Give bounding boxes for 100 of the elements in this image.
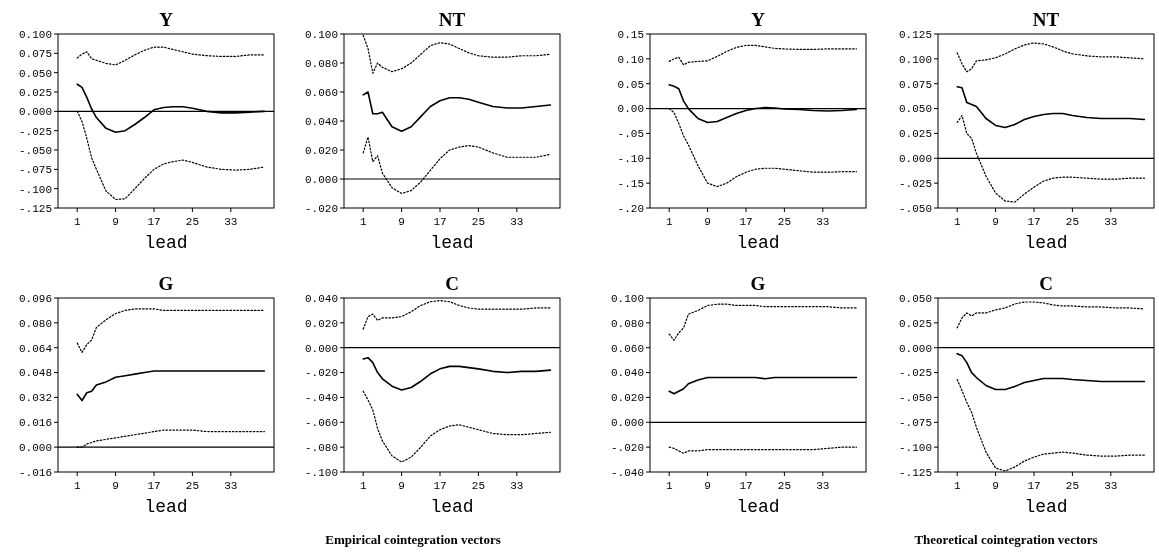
y-tick-label: -.125 — [18, 202, 52, 215]
x-tick-label: 9 — [398, 216, 405, 228]
y-tick-label: -.025 — [898, 177, 932, 190]
x-tick-label: 9 — [398, 480, 405, 492]
y-tick-label: 0.060 — [610, 342, 644, 355]
x-tick-label: 9 — [992, 216, 999, 228]
y-tick-label: 0.15 — [617, 28, 644, 41]
x-tick-label: 25 — [471, 216, 485, 228]
y-tick-label: 0.025 — [18, 86, 52, 99]
y-tick-label: 0.048 — [18, 367, 52, 380]
y-tick-label: 0.000 — [610, 417, 644, 430]
y-tick-label: 0.000 — [898, 342, 932, 355]
x-tick-label: 33 — [816, 216, 830, 228]
y-tick-label: -.20 — [617, 202, 644, 215]
x-axis-title: lead — [736, 233, 780, 253]
y-tick-label: -.016 — [18, 466, 52, 479]
x-axis-title: lead — [144, 497, 188, 517]
x-tick-label: 25 — [1065, 216, 1079, 228]
x-tick-label: 25 — [777, 480, 791, 492]
y-tick-label: 0.080 — [304, 57, 338, 70]
y-tick-label: -.060 — [304, 417, 338, 430]
x-axis-title: lead — [1024, 233, 1068, 253]
x-tick-label: 33 — [224, 480, 238, 492]
x-tick-label: 17 — [739, 480, 753, 492]
y-tick-label: -.050 — [898, 202, 932, 215]
x-tick-label: 1 — [953, 216, 961, 228]
y-tick-label: 0.05 — [617, 78, 644, 91]
y-tick-label: 0.032 — [18, 392, 52, 405]
x-tick-label: 33 — [510, 480, 524, 492]
y-tick-label: -.10 — [617, 153, 644, 166]
y-tick-label: 0.10 — [617, 53, 644, 66]
chart-title: Y — [159, 9, 174, 30]
y-tick-label: 0.025 — [898, 317, 932, 330]
y-tick-label: 0.096 — [18, 292, 52, 305]
y-tick-label: 0.100 — [18, 28, 52, 41]
chart-title: NT — [438, 9, 466, 30]
x-tick-label: 33 — [816, 480, 830, 492]
x-tick-label: 17 — [1027, 216, 1041, 228]
y-tick-label: -.025 — [18, 125, 52, 138]
x-tick-label: 1 — [359, 480, 367, 492]
chart-title: NT — [1032, 9, 1060, 30]
x-axis-title: lead — [430, 233, 474, 253]
y-tick-label: 0.025 — [898, 128, 932, 141]
chart-title: G — [158, 273, 174, 294]
y-tick-label: -.125 — [898, 466, 932, 479]
x-tick-label: 33 — [1104, 480, 1118, 492]
x-tick-label: 1 — [73, 216, 81, 228]
x-tick-label: 1 — [665, 480, 673, 492]
x-tick-label: 1 — [359, 216, 367, 228]
y-tick-label: -.050 — [18, 144, 52, 157]
y-tick-label: -.075 — [18, 164, 52, 177]
y-tick-label: 0.020 — [304, 144, 338, 157]
y-tick-label: -.025 — [898, 367, 932, 380]
y-tick-label: 0.050 — [18, 67, 52, 80]
y-tick-label: -.080 — [304, 441, 338, 454]
y-tick-label: 0.050 — [898, 292, 932, 305]
y-tick-label: -.020 — [304, 202, 338, 215]
y-tick-label: -.020 — [610, 441, 644, 454]
x-tick-label: 17 — [147, 480, 161, 492]
x-tick-label: 17 — [1027, 480, 1041, 492]
x-tick-label: 1 — [953, 480, 961, 492]
y-tick-label: 0.040 — [304, 292, 338, 305]
y-tick-label: 0.040 — [304, 115, 338, 128]
x-tick-label: 9 — [704, 216, 711, 228]
y-tick-label: -.100 — [18, 183, 52, 196]
y-tick-label: 0.080 — [610, 317, 644, 330]
x-tick-label: 33 — [224, 216, 238, 228]
y-tick-label: 0.064 — [18, 342, 53, 355]
x-tick-label: 17 — [739, 216, 753, 228]
y-tick-label: -.05 — [617, 128, 644, 141]
text: Empirical cointegration vectors — [325, 532, 501, 547]
y-tick-label: -.040 — [304, 392, 338, 405]
x-axis-title: lead — [144, 233, 188, 253]
y-tick-label: -.040 — [610, 466, 644, 479]
x-tick-label: 9 — [112, 216, 119, 228]
y-tick-label: -.100 — [898, 441, 932, 454]
y-tick-label: -.075 — [898, 417, 932, 430]
chart-title: C — [1039, 273, 1053, 294]
y-tick-label: 0.000 — [18, 106, 52, 119]
x-tick-label: 1 — [665, 216, 673, 228]
y-tick-label: 0.100 — [898, 53, 932, 66]
chart-title: Y — [751, 9, 766, 30]
x-axis-title: lead — [736, 497, 780, 517]
y-tick-label: 0.000 — [304, 173, 338, 186]
y-tick-label: -.020 — [304, 367, 338, 380]
x-tick-label: 33 — [1104, 216, 1118, 228]
y-tick-label: 0.016 — [18, 417, 52, 430]
y-tick-label: 0.000 — [898, 153, 932, 166]
x-tick-label: 9 — [112, 480, 119, 492]
y-tick-label: -.15 — [617, 177, 644, 190]
x-tick-label: 9 — [992, 480, 999, 492]
y-tick-label: 0.075 — [18, 48, 52, 61]
y-tick-label: -.100 — [304, 466, 338, 479]
x-tick-label: 25 — [185, 216, 199, 228]
y-tick-label: -.050 — [898, 392, 932, 405]
y-tick-label: 0.075 — [898, 78, 932, 91]
y-tick-label: 0.100 — [304, 28, 338, 41]
x-tick-label: 17 — [433, 480, 447, 492]
x-tick-label: 1 — [73, 480, 81, 492]
x-tick-label: 17 — [147, 216, 161, 228]
